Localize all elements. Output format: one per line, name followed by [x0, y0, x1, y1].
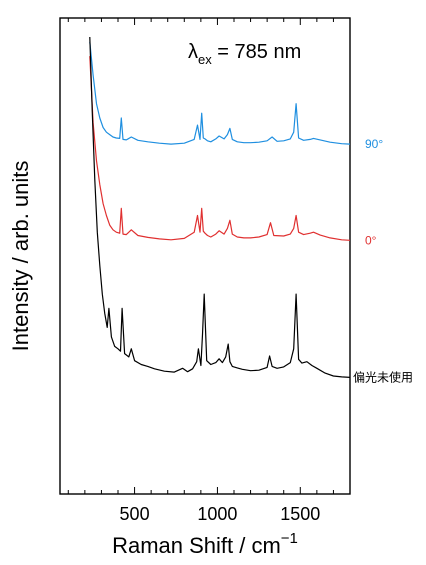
- series-line-0: [89, 41, 350, 145]
- x-tick-label: 1000: [197, 504, 237, 524]
- x-axis-tick-labels: 500 1000 1500: [120, 504, 321, 524]
- series-layer: [89, 36, 350, 378]
- plot-frame: [59, 17, 351, 495]
- lambda-symbol: λ: [188, 41, 198, 63]
- series-line-2: [89, 36, 350, 378]
- x-axis-ticks: [67, 18, 351, 494]
- lambda-subscript: ex: [198, 52, 212, 67]
- series-label-2: 偏光未使用: [353, 369, 413, 384]
- excitation-annotation: λex = 785 nm: [188, 41, 301, 67]
- x-axis-title-text: Raman Shift / cm: [112, 533, 281, 558]
- series-label-0: 90°: [365, 137, 383, 151]
- series-line-1: [89, 56, 350, 241]
- x-axis-title: Raman Shift / cm−1: [112, 530, 298, 558]
- y-axis-title: Intensity / arb. units: [8, 161, 33, 352]
- x-tick-label: 1500: [280, 504, 320, 524]
- x-axis-title-superscript: −1: [281, 530, 298, 547]
- series-labels: 90° 0° 偏光未使用: [353, 137, 413, 384]
- series-label-1: 0°: [365, 233, 377, 247]
- x-tick-label: 500: [120, 504, 150, 524]
- annotation-value: = 785 nm: [212, 41, 302, 63]
